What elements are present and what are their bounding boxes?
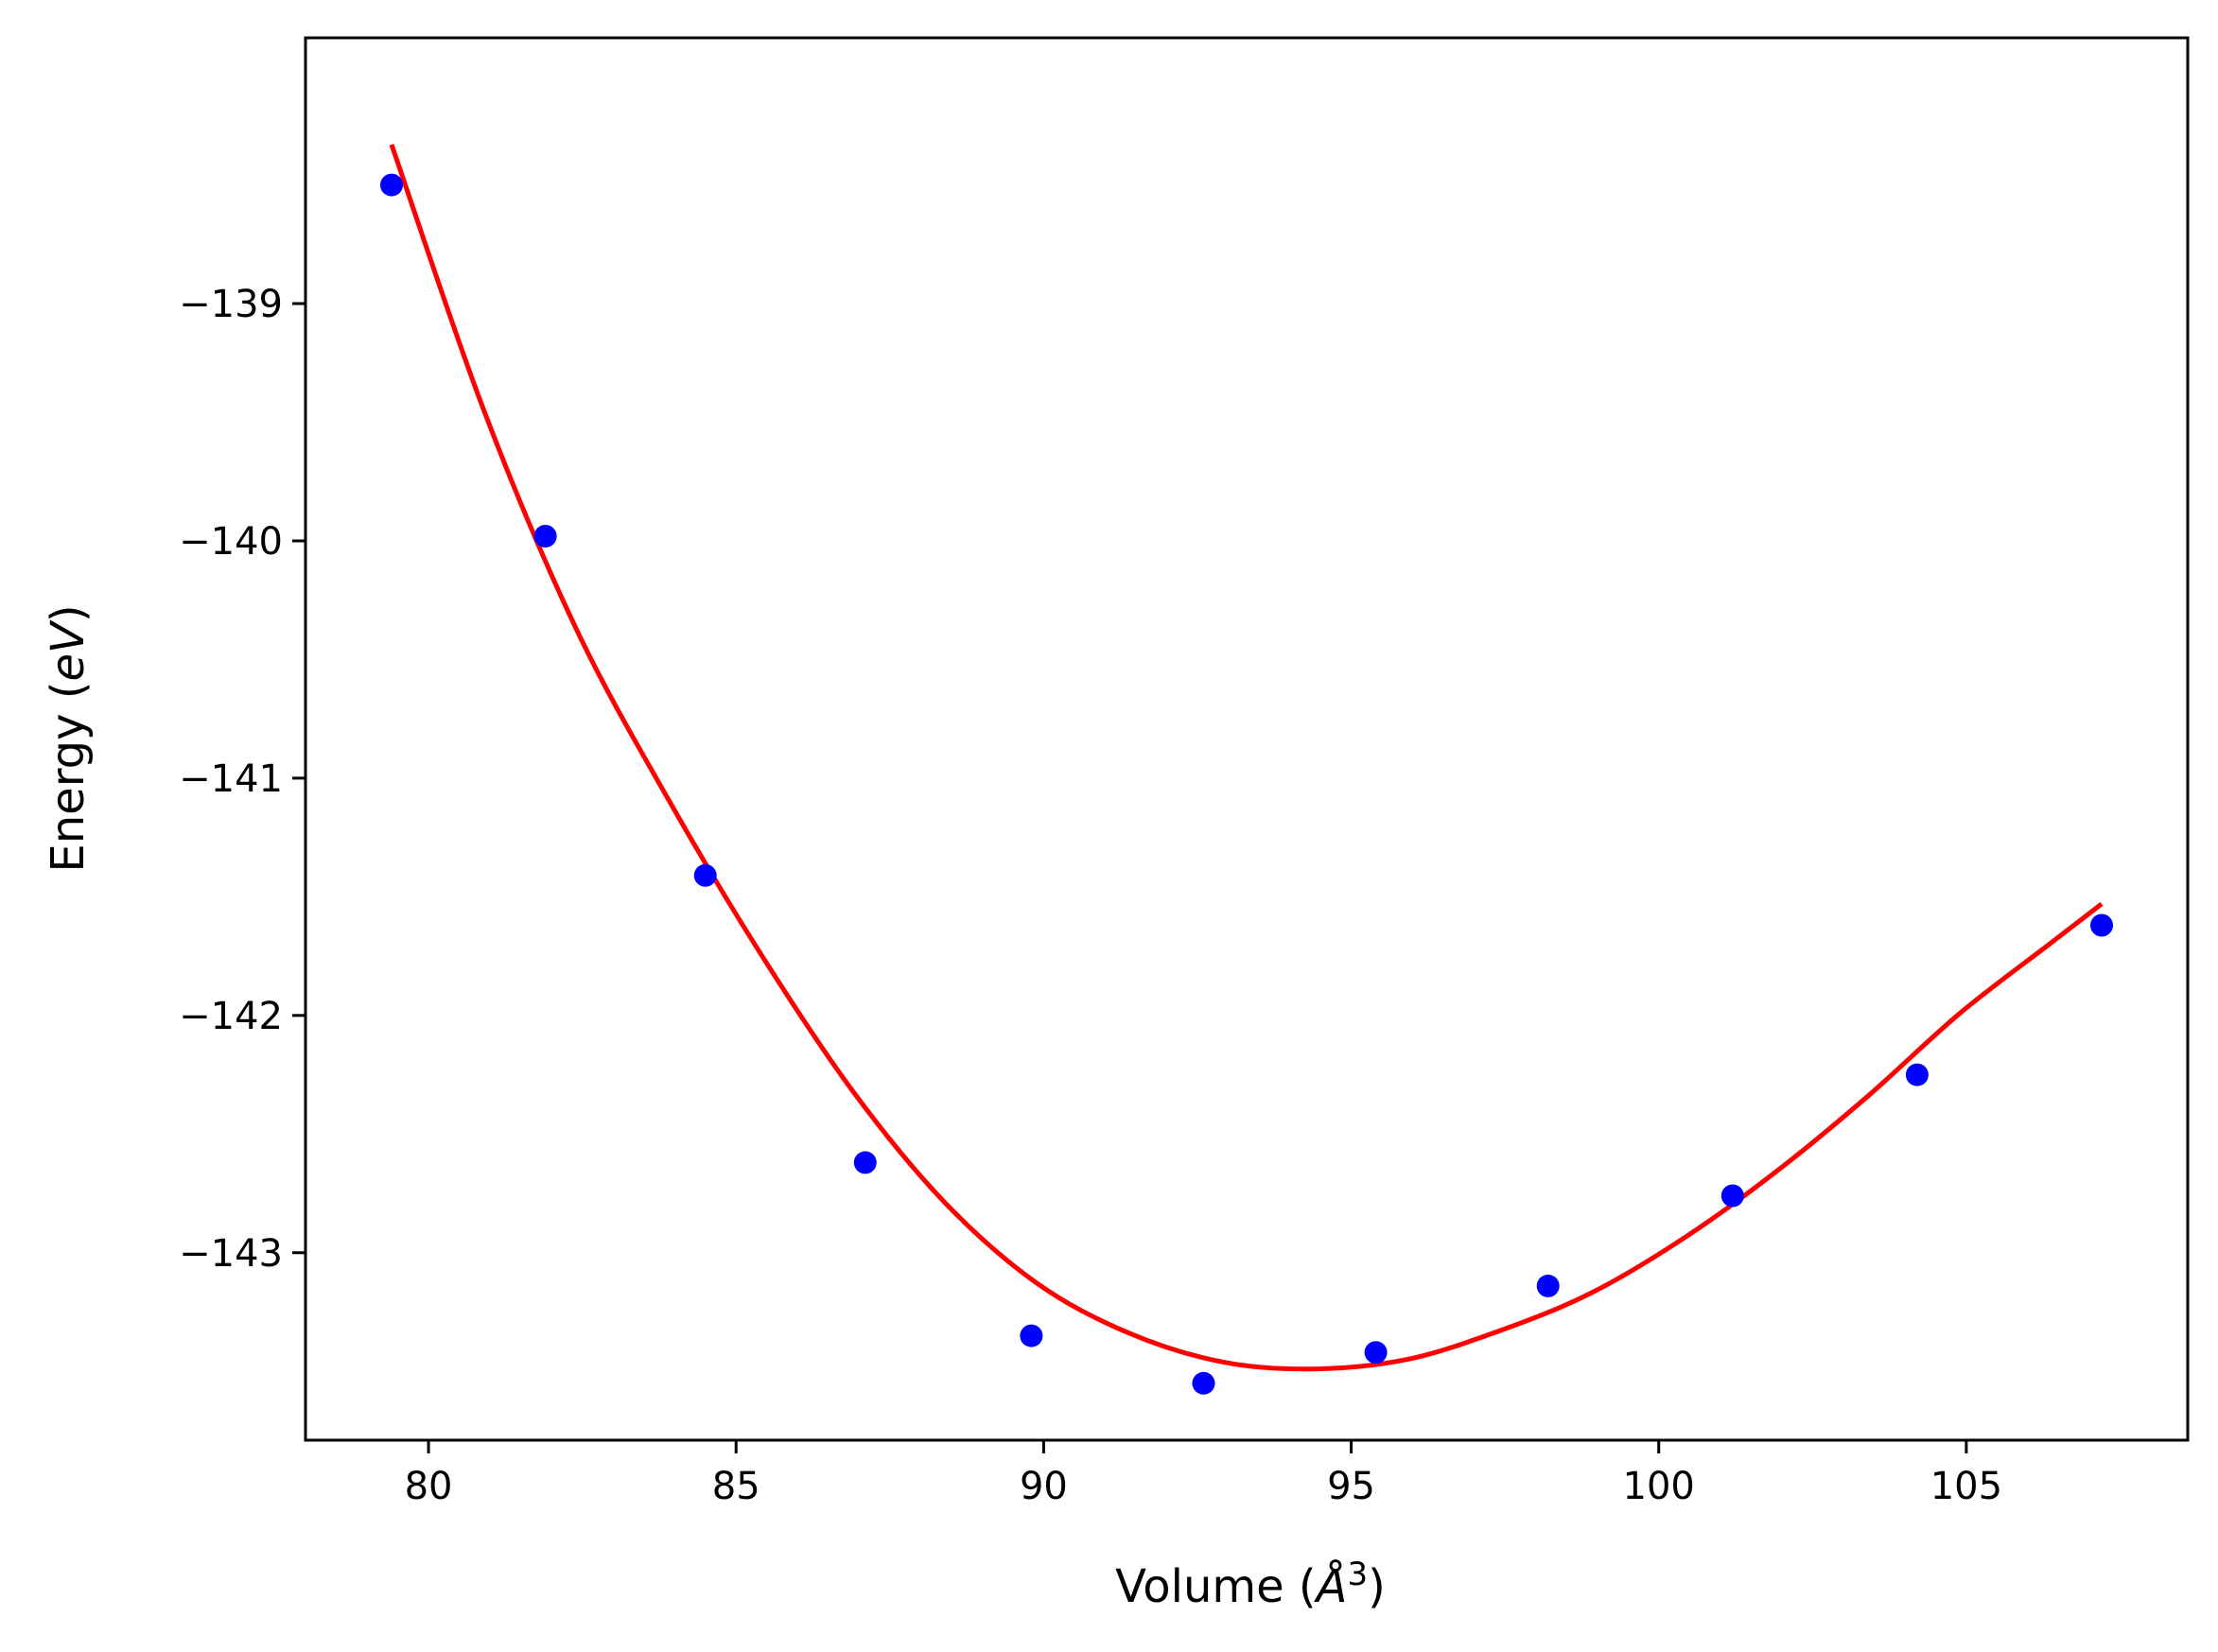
x-axis-title-symbol: Å [1314,1559,1348,1613]
fit-layer [389,144,2104,1372]
y-axis-title-suffix: ) [42,604,95,622]
axes-frame [304,36,2190,1442]
data-point [1720,1184,1744,1208]
y-tick-label: −142 [179,995,283,1038]
x-axis-title-suffix: ) [1368,1560,1386,1613]
x-tick-label: 85 [712,1465,760,1508]
y-axis-ticks: −139 −140 −141 −142 −143 [179,283,306,1276]
y-tick-label: −139 [179,283,283,326]
x-axis-ticks: 80 85 90 95 100 105 [405,1440,2002,1508]
fit-curve [389,144,2104,1372]
data-point [1192,1371,1215,1395]
data-point [380,173,403,197]
x-axis-title-prefix: Volume ( [1115,1560,1317,1613]
data-point [533,525,557,548]
data-point [2090,913,2113,937]
x-axis-title: Volume (Å3) [1115,1556,1386,1613]
points-layer [380,173,2113,1395]
x-tick-label: 95 [1327,1465,1375,1508]
y-axis-title: Energy (eV) [42,604,95,872]
y-tick-label: −140 [179,520,283,564]
y-tick-label: −143 [179,1232,283,1276]
data-point [693,863,717,887]
y-axis-title-prefix: Energy ( [42,682,95,873]
x-tick-label: 100 [1623,1465,1695,1508]
data-point [1020,1324,1043,1348]
x-axis-title-exponent: 3 [1347,1556,1368,1593]
y-tick-label: −141 [179,757,283,801]
data-point [1536,1274,1560,1297]
x-tick-label: 90 [1020,1465,1068,1508]
plot-area [380,144,2113,1395]
data-point [1364,1341,1388,1365]
y-axis-title-unit: eV [42,619,95,682]
data-point [1905,1063,1929,1087]
x-tick-label: 105 [1930,1465,2002,1508]
data-point [853,1151,877,1174]
x-tick-label: 80 [405,1465,453,1508]
